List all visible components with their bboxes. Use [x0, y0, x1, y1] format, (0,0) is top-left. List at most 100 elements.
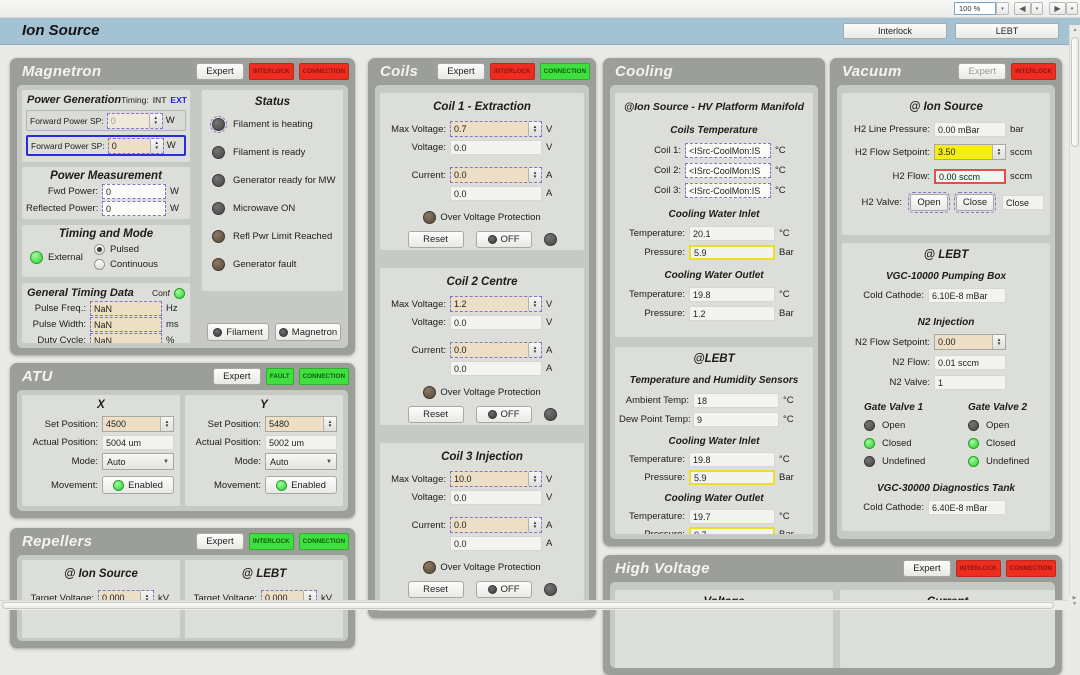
coil1-max-voltage-row: Max Voltage: 0.7 ▲ ▼ V	[380, 121, 584, 137]
refl-pwr-limit-label: Refl Pwr Limit Reached	[233, 231, 333, 242]
atu-x-set-input[interactable]: 4500 ▲ ▼	[102, 416, 174, 432]
vacuum-lebt-box: @ LEBT VGC-10000 Pumping Box Cold Cathod…	[842, 243, 1050, 531]
coil2-max-voltage-row: Max Voltage: 1.2 ▲ ▼ V	[380, 296, 584, 312]
forward-power-sp-input-disabled[interactable]: 0 ▲ ▼	[106, 112, 163, 129]
repellers-interlock-badge[interactable]: INTERLOCK	[248, 533, 294, 550]
atu-y-mode-dropdown[interactable]: Auto ▼	[265, 453, 337, 470]
coils-connection-badge[interactable]: CONNECTION	[539, 63, 590, 80]
high-voltage-interlock-badge[interactable]: INTERLOCK	[955, 560, 1001, 577]
atu-connection-badge[interactable]: CONNECTION	[298, 368, 349, 385]
forward-history-dropdown-icon[interactable]: ▾	[1066, 2, 1078, 15]
coil2-reset-button[interactable]: Reset	[407, 406, 464, 423]
spinner-arrows-icon[interactable]: ▲▼	[528, 518, 541, 532]
coil3-off-button[interactable]: OFF	[475, 581, 532, 598]
pressure-label: Pressure:	[619, 529, 685, 534]
high-voltage-connection-badge[interactable]: CONNECTION	[1005, 560, 1056, 577]
outlet-heading: Cooling Water Outlet	[664, 270, 764, 281]
magnetron-body: Power Generation Timing: INT EXT Forward…	[17, 85, 348, 348]
zoom-level-combo[interactable]: 100 %	[954, 2, 996, 15]
gv1-closed-led	[864, 438, 875, 449]
spinner-arrows-icon[interactable]: ▲▼	[149, 138, 163, 153]
spinner-arrows-icon[interactable]: ▲▼	[160, 417, 173, 431]
forward-power-sp2-input[interactable]: 0 ▲ ▼	[107, 137, 164, 154]
coil2-off-button[interactable]: OFF	[475, 406, 532, 423]
coil3-current-input[interactable]: 0.0 ▲ ▼	[450, 517, 542, 533]
repellers-lebt-heading: @ LEBT	[241, 568, 287, 580]
lebt-nav-button[interactable]: LEBT	[955, 23, 1059, 39]
spinner-arrows-icon[interactable]: ▲▼	[528, 122, 541, 136]
temp-unit: °C	[775, 145, 786, 156]
magnetron-connection-badge[interactable]: CONNECTION	[298, 63, 349, 80]
coil2-current-input[interactable]: 0.0 ▲ ▼	[450, 342, 542, 358]
pulse-width-row: Pulse Width: NaN ms	[22, 317, 190, 332]
spinner-arrows-icon[interactable]: ▲▼	[992, 335, 1005, 349]
coil2-max-voltage-input[interactable]: 1.2 ▲ ▼	[450, 296, 542, 312]
horizontal-scrollbar[interactable]	[0, 600, 1069, 610]
magnetron-interlock-badge[interactable]: INTERLOCK	[248, 63, 294, 80]
temp-unit: °C	[783, 414, 794, 425]
scroll-up-icon[interactable]: ▲	[1072, 27, 1078, 33]
atu-y-set-input[interactable]: 5480 ▲ ▼	[265, 416, 337, 432]
back-arrow-icon[interactable]: ◀	[1014, 2, 1031, 15]
n2-flow-row: N2 Flow: 0.01 sccm	[842, 355, 1050, 370]
vertical-scroll-thumb[interactable]	[1071, 37, 1079, 147]
magnetron-expert-button[interactable]: Expert	[195, 63, 244, 80]
coil1-current-input[interactable]: 0.0 ▲ ▼	[450, 167, 542, 183]
atu-y-mode-value: Auto	[270, 456, 289, 467]
off-button-label: OFF	[500, 409, 520, 420]
magnetron-button[interactable]: Magnetron	[275, 323, 341, 341]
repellers-title: Repellers	[22, 533, 93, 550]
atu-x-mode-dropdown[interactable]: Auto ▼	[102, 453, 174, 470]
h2-valve-open-button[interactable]: Open	[908, 192, 950, 213]
zoom-dropdown-icon[interactable]: ▾	[996, 2, 1009, 15]
coil1-off-button[interactable]: OFF	[475, 231, 532, 248]
forward-power-sp2-unit: W	[166, 140, 176, 151]
spinner-arrows-icon[interactable]: ▲▼	[528, 168, 541, 182]
interlock-nav-button[interactable]: Interlock	[843, 23, 947, 39]
coil1-max-voltage-input[interactable]: 0.7 ▲ ▼	[450, 121, 542, 137]
spinner-arrows-icon[interactable]: ▲▼	[992, 145, 1005, 159]
coil1-current-sp-value: 0.0	[454, 170, 467, 180]
spinner-arrows-icon[interactable]: ▲▼	[528, 297, 541, 311]
forward-arrow-icon[interactable]: ▶	[1049, 2, 1066, 15]
h2-valve-close-button[interactable]: Close	[954, 192, 996, 213]
h2-flow-setpoint-input[interactable]: 3.50 ▲ ▼	[934, 144, 1006, 160]
vacuum-expert-button[interactable]: Expert	[958, 63, 1007, 80]
vacuum-interlock-badge[interactable]: INTERLOCK	[1011, 63, 1056, 80]
vacuum-header: Vacuum Expert INTERLOCK	[830, 58, 1062, 85]
filament-button[interactable]: Filament	[207, 323, 269, 341]
pulsed-radio[interactable]	[94, 244, 105, 255]
spinner-arrows-icon[interactable]: ▲▼	[528, 343, 541, 357]
coils-expert-button[interactable]: Expert	[436, 63, 485, 80]
outlet-temp-row: Temperature: 19.8 °C	[615, 287, 813, 302]
h2-flow-row: H2 Flow: 0.00 sccm sccm	[842, 169, 1050, 184]
microwave-on-label: Microwave ON	[233, 203, 296, 214]
filament-ready-led	[212, 146, 225, 159]
repellers-connection-badge[interactable]: CONNECTION	[298, 533, 349, 550]
repellers-expert-button[interactable]: Expert	[195, 533, 244, 550]
coil3-max-voltage-input[interactable]: 10.0 ▲ ▼	[450, 471, 542, 487]
atu-y-movement-button[interactable]: Enabled	[265, 476, 337, 494]
vacuum-lebt-heading: @ LEBT	[923, 249, 969, 261]
horizontal-scroll-thumb[interactable]	[2, 602, 1054, 609]
atu-y-mode-row: Mode: Auto ▼	[185, 453, 343, 470]
coil3-reset-button[interactable]: Reset	[407, 581, 464, 598]
coil2-buttons-row: Reset OFF	[380, 406, 584, 423]
repellers-body: @ Ion Source Target Voltage: 0.000▲▼ kV …	[17, 555, 348, 641]
back-history-dropdown-icon[interactable]: ▾	[1031, 2, 1043, 15]
atu-fault-badge[interactable]: FAULT	[265, 368, 294, 385]
high-voltage-expert-button[interactable]: Expert	[902, 560, 951, 577]
coil1-reset-button[interactable]: Reset	[407, 231, 464, 248]
vacuum-ion-source-heading: @ Ion Source	[909, 101, 983, 113]
h2-line-pressure-label: H2 Line Pressure:	[853, 124, 930, 135]
vertical-scrollbar[interactable]: ▲	[1069, 25, 1080, 600]
h2-flow-setpoint-value: 3.50	[938, 147, 956, 157]
continuous-radio[interactable]	[94, 259, 105, 270]
atu-x-movement-button[interactable]: Enabled	[102, 476, 174, 494]
coils-interlock-badge[interactable]: INTERLOCK	[489, 63, 535, 80]
spinner-arrows-icon[interactable]: ▲▼	[528, 472, 541, 486]
n2-flow-setpoint-input[interactable]: 0.00 ▲ ▼	[934, 334, 1006, 350]
spinner-arrows-icon[interactable]: ▲▼	[323, 417, 336, 431]
spinner-arrows-icon[interactable]: ▲▼	[148, 113, 162, 128]
atu-expert-button[interactable]: Expert	[212, 368, 261, 385]
